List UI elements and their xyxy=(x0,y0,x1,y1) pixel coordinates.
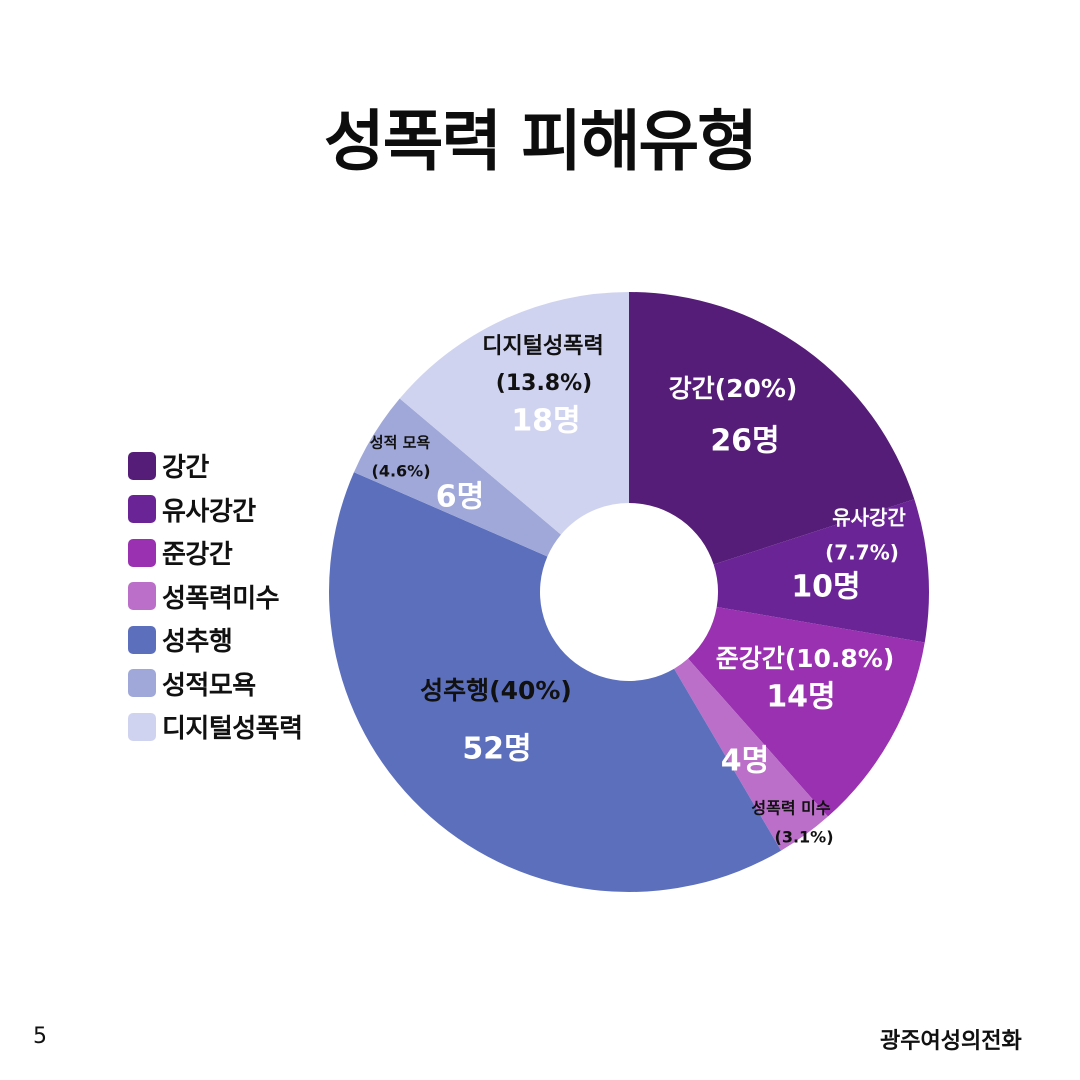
legend-item: 유사강간 xyxy=(128,488,303,532)
legend-label: 성추행 xyxy=(162,627,233,658)
slice-label-count: 6명 xyxy=(436,480,484,515)
slice-label-count: 14명 xyxy=(766,680,835,715)
slice-label-name: 유사강간 xyxy=(832,506,906,530)
slice-label-count: 26명 xyxy=(710,424,779,459)
slice-2 xyxy=(713,499,929,643)
brand-logo-text: 광주여성의전화 xyxy=(880,1029,1022,1054)
legend-label: 성폭력미수 xyxy=(162,583,280,614)
slice-label-count: 52명 xyxy=(462,732,531,767)
page-number: 5 xyxy=(33,1024,47,1049)
chart-title: 성폭력 피해유형 xyxy=(323,103,758,180)
slice-label-count: 18명 xyxy=(511,404,580,439)
legend-swatch xyxy=(128,451,156,480)
legend-swatch xyxy=(128,582,156,611)
legend-swatch xyxy=(128,625,156,654)
legend-item: 준강간 xyxy=(128,531,303,575)
legend-item: 디지털성폭력 xyxy=(128,705,303,749)
legend-item: 강간 xyxy=(128,444,303,488)
slice-label-name: 성추행(40%) xyxy=(420,676,572,705)
legend-label: 준강간 xyxy=(162,540,233,571)
legend-swatch xyxy=(128,538,156,567)
slice-label-percent: (4.6%) xyxy=(372,462,431,481)
legend-item: 성추행 xyxy=(128,618,303,662)
legend-swatch xyxy=(128,495,156,524)
legend-label: 유사강간 xyxy=(162,496,256,527)
brand-logo: 광주여성의전화 xyxy=(880,1029,1022,1054)
slice-label-name: 성적 모욕 xyxy=(370,434,431,452)
legend-label: 강간 xyxy=(162,453,209,484)
slice-label-name: 준강간(10.8%) xyxy=(716,644,895,673)
legend-label: 성적모욕 xyxy=(162,670,256,701)
slice-label-name: 디지털성폭력 xyxy=(482,334,603,359)
slice-3 xyxy=(688,606,925,817)
legend-label: 디지털성폭력 xyxy=(162,714,303,745)
slice-1 xyxy=(629,292,915,565)
legend-item: 성적모욕 xyxy=(128,662,303,706)
slice-label-name: 성폭력 미수 xyxy=(751,799,830,818)
slice-label-percent: (7.7%) xyxy=(825,541,899,565)
slice-label-percent: (13.8%) xyxy=(496,371,592,396)
slice-label-count: 4명 xyxy=(721,744,769,779)
slice-label-percent: (3.1%) xyxy=(775,828,834,847)
slice-4 xyxy=(674,658,828,851)
slice-7 xyxy=(399,292,629,535)
slice-label-count: 10명 xyxy=(791,570,860,605)
legend-swatch xyxy=(128,669,156,698)
slice-label-name: 강간(20%) xyxy=(669,374,798,403)
legend-item: 성폭력미수 xyxy=(128,575,303,619)
legend-swatch xyxy=(128,712,156,741)
slice-5 xyxy=(328,472,782,892)
slice-6 xyxy=(353,398,561,557)
